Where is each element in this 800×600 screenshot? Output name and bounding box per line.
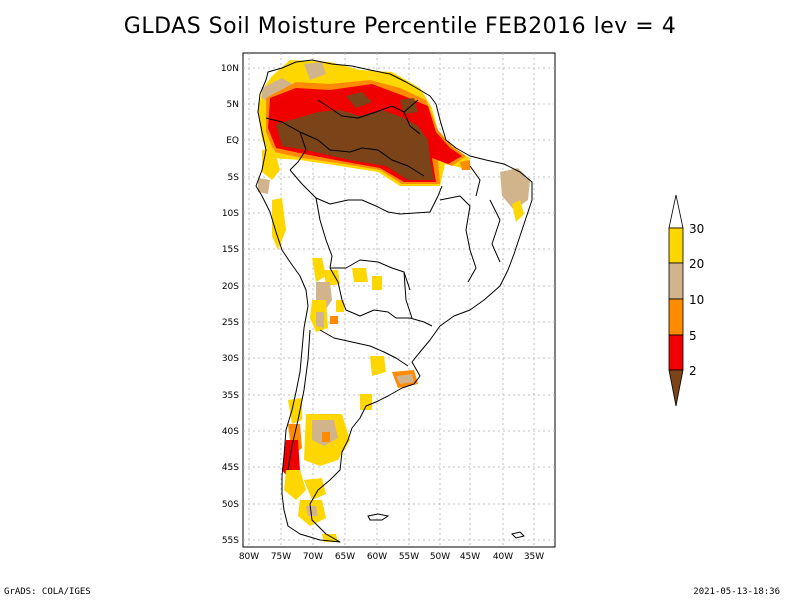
colorbar xyxy=(668,194,684,407)
lat-label: 5S xyxy=(228,173,240,183)
lon-label: 50W xyxy=(430,552,450,562)
footer-credit: GrADS: COLA/IGES xyxy=(4,587,91,597)
islands xyxy=(367,513,525,539)
colorbar-label: 20 xyxy=(689,257,704,271)
lon-label: 75W xyxy=(271,552,291,562)
lat-label: 40S xyxy=(222,427,239,437)
colorbar-top-arrow xyxy=(668,194,684,229)
lon-label: 80W xyxy=(239,552,259,562)
colorbar-label: 30 xyxy=(689,222,704,236)
lat-label: 45S xyxy=(222,463,239,473)
lon-label: 40W xyxy=(493,552,513,562)
lat-label: 20S xyxy=(222,282,239,292)
continent-outline xyxy=(255,59,533,543)
lat-label: 35S xyxy=(222,391,239,401)
lat-label: 5N xyxy=(227,100,239,110)
lon-label: 65W xyxy=(335,552,355,562)
lat-label: 15S xyxy=(222,245,239,255)
lat-label: 10S xyxy=(222,209,239,219)
lat-label: 55S xyxy=(222,536,239,546)
colorbar-bin-20-30 xyxy=(668,227,684,264)
percentile-shading xyxy=(258,60,530,542)
coastline-borders xyxy=(255,59,533,543)
colorbar-bin-5-10 xyxy=(668,298,684,336)
colorbar-bin-2-5 xyxy=(668,334,684,371)
colorbar-labels: 30 20 10 5 2 xyxy=(689,222,704,378)
lon-label: 70W xyxy=(303,552,323,562)
map-title: GLDAS Soil Moisture Percentile FEB2016 l… xyxy=(123,14,677,39)
colorbar-bin-10-20 xyxy=(668,262,684,300)
lat-labels: 10N 5N EQ 5S 10S 15S 20S 25S 30S 35S 40S… xyxy=(221,64,239,546)
lon-label: 45W xyxy=(460,552,480,562)
colorbar-label: 2 xyxy=(689,364,697,378)
colorbar-label: 5 xyxy=(689,329,697,343)
colorbar-bottom-arrow xyxy=(668,369,684,407)
lat-label: EQ xyxy=(226,136,239,146)
footer-timestamp: 2021-05-13-18:36 xyxy=(693,587,780,597)
lat-label: 30S xyxy=(222,354,239,364)
lon-labels: 80W 75W 70W 65W 60W 55W 50W 45W 40W 35W xyxy=(239,552,544,562)
lon-label: 55W xyxy=(399,552,419,562)
lat-label: 25S xyxy=(222,318,239,328)
lat-label: 50S xyxy=(222,500,239,510)
lon-label: 35W xyxy=(524,552,544,562)
lat-label: 10N xyxy=(221,64,239,74)
lon-label: 60W xyxy=(367,552,387,562)
colorbar-label: 10 xyxy=(689,293,704,307)
